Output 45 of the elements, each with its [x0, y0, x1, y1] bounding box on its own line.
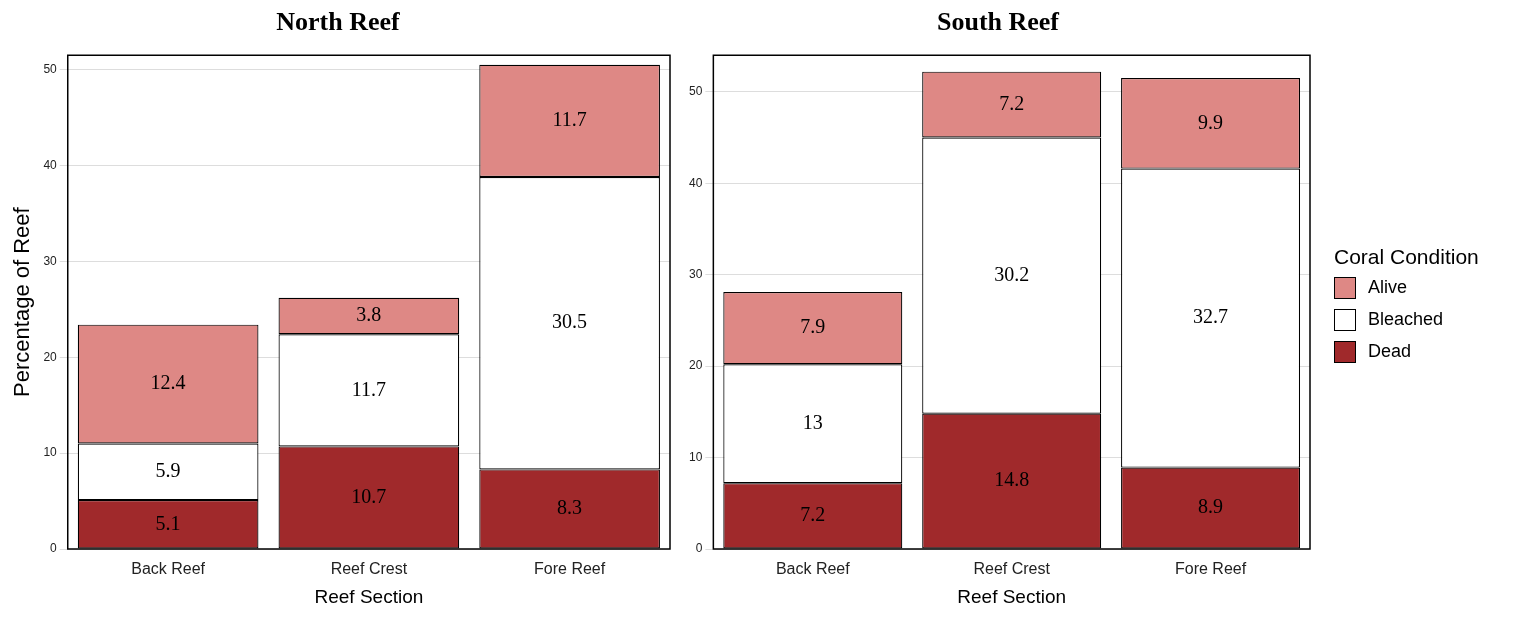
- data-label: 30.2: [994, 262, 1030, 285]
- x-tick-label: Fore Reef: [1174, 560, 1247, 578]
- chart-title: South Reef: [936, 7, 1060, 37]
- x-axis-title: Reef Section: [957, 585, 1067, 607]
- y-tick-label: 40: [688, 175, 703, 190]
- y-tick-label: 10: [688, 449, 703, 464]
- y-tick-label: 50: [688, 84, 703, 99]
- y-axis-title: Percentage of Reef: [9, 206, 35, 397]
- data-label: 9.9: [1198, 110, 1224, 133]
- x-tick-label: Fore Reef: [534, 560, 606, 578]
- data-label: 7.2: [800, 503, 826, 526]
- y-tick-label: 10: [43, 445, 58, 460]
- data-label: 14.8: [994, 468, 1030, 491]
- data-label: 7.2: [999, 91, 1025, 114]
- legend-label: Alive: [1368, 277, 1408, 298]
- y-tick-label: 20: [688, 358, 703, 373]
- x-tick-label: Reef Crest: [330, 560, 408, 578]
- y-tick-label: 20: [43, 349, 58, 364]
- chart-title: North Reef: [276, 7, 401, 37]
- y-tick-label: 30: [43, 253, 58, 268]
- data-label: 32.7: [1193, 305, 1229, 328]
- data-label: 7.9: [800, 315, 826, 338]
- x-tick-label: Back Reef: [775, 560, 851, 578]
- legend-label: Dead: [1368, 341, 1412, 362]
- data-label: 12.4: [150, 371, 186, 394]
- data-label: 5.1: [155, 511, 181, 534]
- x-axis-title: Reef Section: [314, 585, 424, 607]
- y-tick-label: 40: [43, 157, 58, 172]
- data-label: 3.8: [356, 303, 382, 326]
- data-label: 5.9: [155, 459, 181, 482]
- x-tick-label: Reef Crest: [973, 560, 1051, 578]
- y-tick-label: 0: [695, 541, 703, 556]
- x-tick-label: Back Reef: [131, 560, 206, 578]
- data-label: 8.3: [557, 496, 583, 519]
- text: Bleached: [1368, 309, 1444, 330]
- data-label: 10.7: [351, 484, 387, 507]
- data-label: 8.9: [1198, 495, 1224, 518]
- y-tick-label: 50: [43, 61, 58, 76]
- y-tick-label: 0: [50, 541, 58, 556]
- data-label: 30.5: [552, 310, 588, 333]
- data-label: 11.7: [351, 377, 387, 400]
- data-label: 13: [802, 410, 823, 433]
- data-label: 11.7: [552, 108, 587, 131]
- legend-title: Coral Condition: [1334, 244, 1479, 269]
- y-tick-label: 30: [688, 266, 703, 281]
